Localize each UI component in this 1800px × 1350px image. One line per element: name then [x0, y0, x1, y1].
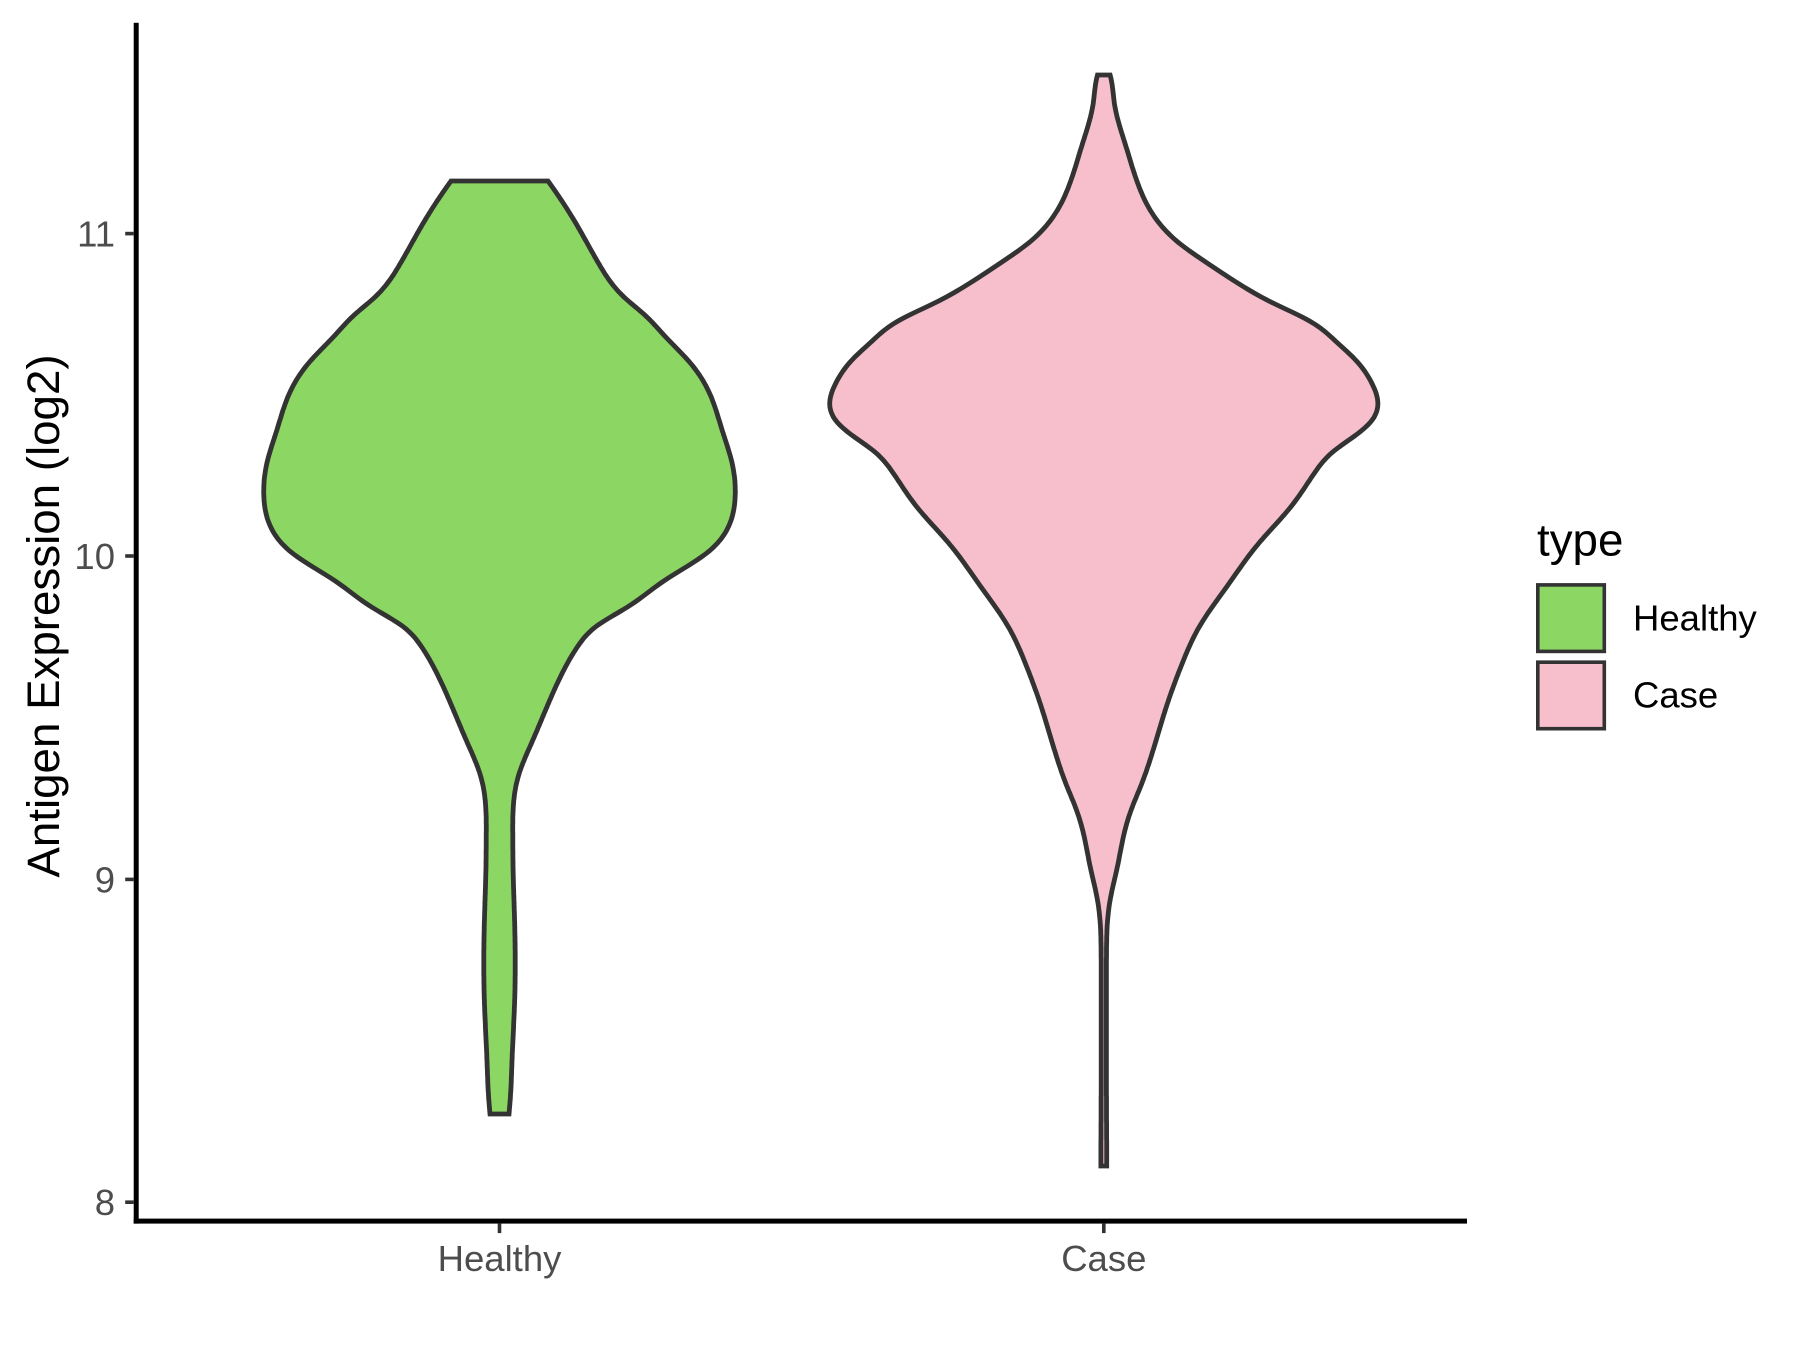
svg-text:Healthy: Healthy: [438, 1238, 563, 1279]
svg-text:Antigen Expression (log2): Antigen Expression (log2): [18, 354, 69, 877]
svg-text:9: 9: [95, 859, 115, 900]
svg-text:Case: Case: [1633, 675, 1718, 716]
svg-text:type: type: [1537, 515, 1623, 566]
svg-text:10: 10: [74, 536, 115, 577]
svg-text:8: 8: [95, 1182, 115, 1223]
svg-text:Healthy: Healthy: [1633, 598, 1758, 639]
svg-text:11: 11: [77, 214, 115, 255]
svg-text:Case: Case: [1061, 1238, 1146, 1279]
